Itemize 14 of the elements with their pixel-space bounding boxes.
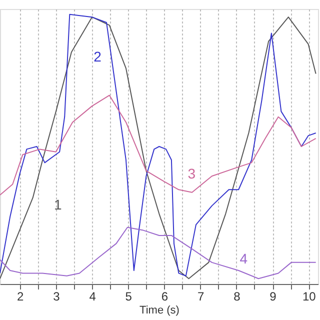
series-label: 4 bbox=[240, 250, 248, 267]
x-tick-label: 5 bbox=[125, 290, 132, 304]
x-axis-title: Time (s) bbox=[140, 304, 180, 316]
x-tick-label: 4 bbox=[89, 290, 96, 304]
x-tick-label: 7 bbox=[197, 290, 204, 304]
x-tick-label: 10 bbox=[302, 290, 316, 304]
x-tick-label: 3 bbox=[53, 290, 60, 304]
x-tick-label: 6 bbox=[161, 290, 168, 304]
series-label: 2 bbox=[94, 48, 102, 64]
series-label: 3 bbox=[188, 166, 196, 182]
x-tick-label: 2 bbox=[17, 290, 24, 304]
series-label: 1 bbox=[54, 196, 62, 213]
x-tick-label: 8 bbox=[234, 290, 241, 304]
x-tick-label: 9 bbox=[270, 290, 277, 304]
